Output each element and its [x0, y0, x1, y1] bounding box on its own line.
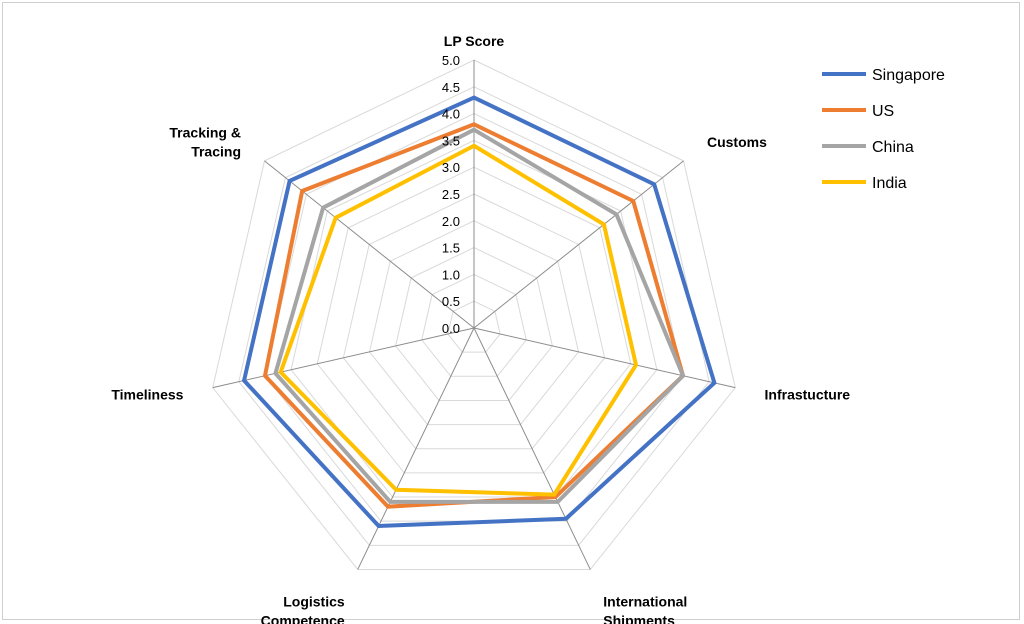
- grid-ring-3: [395, 247, 553, 401]
- axis-label-line: Tracing: [191, 144, 241, 160]
- axis-label-infrastucture: Infrastucture: [765, 386, 851, 402]
- tick-label-5: 2.5: [442, 187, 460, 202]
- tick-labels: 0.0 0.5 1.0 1.5 2.0 2.5 3.0 3.5 4.0 4.5 5.0: [442, 53, 460, 336]
- tick-label-7: 3.5: [442, 133, 460, 148]
- axis-label-tracking-tracing: Tracking & Tracing: [169, 125, 241, 160]
- tick-label-9: 4.5: [442, 80, 460, 95]
- axis-label-line: Competence: [261, 612, 345, 624]
- axis-label-international-shipments: International Shipments: [603, 593, 687, 624]
- tick-label-3: 1.5: [442, 241, 460, 256]
- tick-label-10: 5.0: [442, 53, 460, 68]
- grid-ring-4: [368, 220, 580, 426]
- axis-label-line: Customs: [707, 134, 767, 150]
- grid-ring-9: [238, 86, 710, 546]
- grid-ring-10: [212, 59, 736, 570]
- axis-label-line: Infrastucture: [765, 386, 851, 402]
- axis-label-line: Timeliness: [111, 386, 183, 402]
- axis-spoke-2: [473, 327, 736, 389]
- tick-label-1: 0.5: [442, 294, 460, 309]
- series-india: [278, 143, 639, 497]
- axis-spoke-3: [473, 327, 591, 570]
- axis-label-line: LP Score: [444, 33, 505, 49]
- legend-label-india: India: [872, 175, 907, 192]
- legend-label-singapore: Singapore: [872, 67, 945, 84]
- series-layer: [241, 95, 717, 529]
- axis-spoke-5: [212, 327, 475, 389]
- tick-label-8: 4.0: [442, 107, 460, 122]
- tick-label-6: 3.0: [442, 160, 460, 175]
- axis-spoke-6: [264, 160, 475, 329]
- grid-ring-6: [316, 166, 632, 474]
- grid-ring-2: [421, 273, 527, 377]
- axis-label-line: International: [603, 593, 687, 609]
- tick-label-2: 1.0: [442, 267, 460, 282]
- legend: Singapore US China India: [822, 67, 945, 192]
- series-singapore: [241, 95, 717, 529]
- axis-label-timeliness: Timeliness: [111, 386, 183, 402]
- axis-label-line: Tracking &: [169, 125, 241, 141]
- axis-label-lp-score: LP Score: [444, 33, 505, 49]
- axis-spoke-4: [357, 327, 475, 570]
- axis-label-line: Shipments: [603, 612, 675, 624]
- axis-labels: LP Score Customs Infrastucture Internationa…: [111, 33, 850, 624]
- axis-label-customs: Customs: [707, 134, 767, 150]
- tick-label-0: 0.0: [442, 321, 460, 336]
- tick-label-4: 2.0: [442, 214, 460, 229]
- axis-spoke-1: [473, 160, 684, 329]
- axis-label-line: Logistics: [283, 593, 345, 609]
- axis-label-logistics-competence: Logistics Competence: [261, 593, 345, 624]
- grid-ring-5: [342, 193, 606, 450]
- legend-label-china: China: [872, 139, 914, 156]
- grid-ring-1: [447, 300, 501, 353]
- grid-layer: [212, 59, 736, 570]
- legend-label-us: US: [872, 103, 894, 120]
- series-china: [273, 127, 686, 504]
